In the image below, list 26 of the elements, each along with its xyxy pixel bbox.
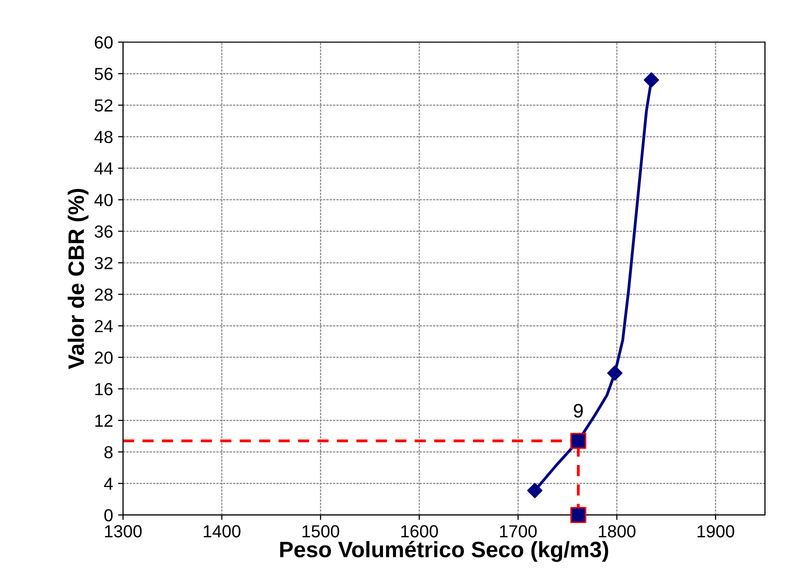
x-tick-label: 1500 — [302, 525, 340, 538]
data-label: 9 — [574, 404, 583, 418]
y-tick-label: 48 — [94, 130, 113, 144]
y-tick-label: 16 — [95, 383, 113, 396]
y-tick-label: 32 — [94, 256, 112, 270]
x-tick-label: 1800 — [598, 525, 636, 538]
y-tick-label: 36 — [94, 225, 113, 238]
x-tick-label: 1300 — [105, 525, 142, 538]
y-tick-label: 28 — [94, 288, 113, 301]
y-tick-label: 52 — [94, 99, 112, 112]
x-tick-label: 1900 — [698, 525, 734, 538]
x-tick-label: 1700 — [500, 525, 537, 538]
y-tick-label: 0 — [104, 509, 113, 522]
y-axis-title: Valor de CBR (%) — [68, 188, 88, 370]
x-axis-title: Peso Volumétrico Seco (kg/m3) — [280, 540, 608, 562]
y-tick-label: 20 — [94, 352, 113, 364]
y-tick-label: 24 — [94, 320, 113, 332]
y-tick-label: 40 — [94, 194, 113, 206]
y-tick-label: 4 — [104, 478, 113, 490]
x-tick-label: 1600 — [401, 525, 438, 538]
x-tick-label: 1400 — [204, 525, 240, 538]
y-tick-label: 44 — [94, 162, 113, 175]
y-tick-label: 12 — [95, 414, 112, 427]
y-tick-label: 60 — [94, 36, 113, 49]
y-tick-label: 8 — [104, 446, 113, 458]
y-tick-label: 56 — [94, 68, 113, 80]
